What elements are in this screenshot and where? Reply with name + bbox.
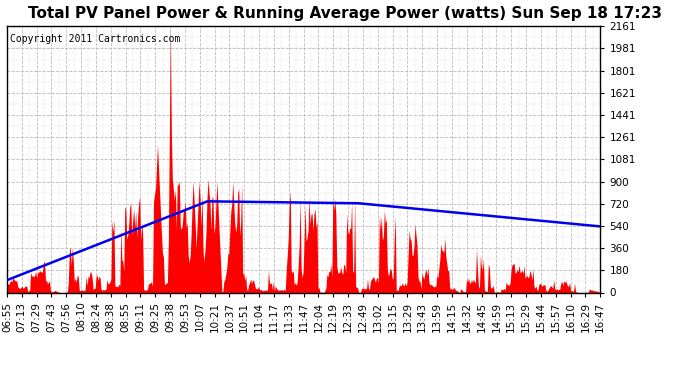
Text: Copyright 2011 Cartronics.com: Copyright 2011 Cartronics.com xyxy=(10,34,180,44)
Text: Total PV Panel Power & Running Average Power (watts) Sun Sep 18 17:23: Total PV Panel Power & Running Average P… xyxy=(28,6,662,21)
